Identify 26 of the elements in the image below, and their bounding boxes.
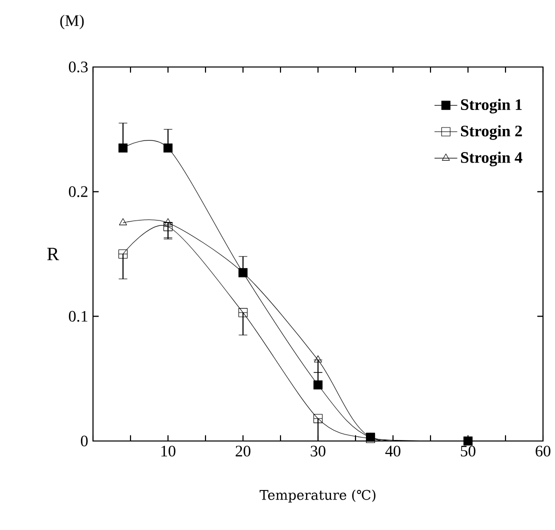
point <box>164 218 172 226</box>
legend-label: Strogin 1 <box>461 98 522 114</box>
point <box>313 380 323 390</box>
x-tick-label: 30 <box>310 446 326 456</box>
point <box>118 249 128 259</box>
x-tick-label: 50 <box>460 446 476 456</box>
x-tick-label: 40 <box>385 446 400 456</box>
legend-label: Strogin 4 <box>461 152 522 166</box>
x-tick-label: 60 <box>536 446 550 456</box>
point <box>118 143 128 153</box>
legend-label: Strogin 2 <box>461 125 522 140</box>
point <box>119 218 127 226</box>
y-tick-label: 0.2 <box>68 186 88 198</box>
text: (M) <box>60 14 84 30</box>
x-tick-label: 10 <box>161 446 176 456</box>
point <box>163 143 173 153</box>
point <box>313 414 323 424</box>
point <box>238 308 248 318</box>
y-axis-title: R <box>47 248 60 260</box>
y-tick-label: 0.1 <box>68 310 88 322</box>
y-tick-label: 0.3 <box>68 62 88 72</box>
x-axis-title: Temperature (℃) <box>260 490 376 503</box>
point <box>314 355 322 362</box>
point <box>163 222 173 232</box>
y-tick-label: 0 <box>80 436 88 446</box>
x-tick-label: 20 <box>236 446 250 456</box>
